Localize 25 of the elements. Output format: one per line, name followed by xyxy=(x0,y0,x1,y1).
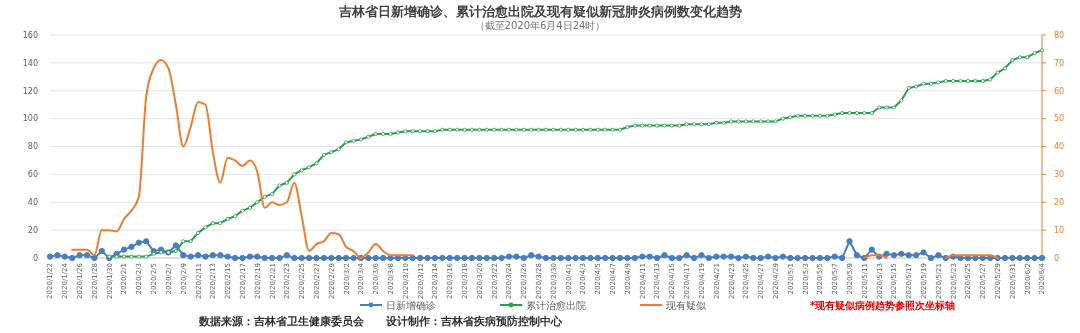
y2-tick-label: 80 xyxy=(1054,30,1065,40)
y-tick-label: 20 xyxy=(27,225,38,235)
y-tick-label: 100 xyxy=(22,114,38,124)
source-note: 数据来源：吉林省卫生健康委员会 设计制作：吉林省疾病预防控制中心 xyxy=(197,315,563,328)
y2-tick-label: 70 xyxy=(1054,58,1065,68)
chart-title: 吉林省日新增确诊、累计治愈出院及现有疑似新冠肺炎病例数变化趋势 xyxy=(337,4,742,19)
y-tick-label: 140 xyxy=(22,58,38,68)
y-tick-label: 40 xyxy=(27,198,38,208)
chart-subtitle: （截至2020年6月4日24时） xyxy=(474,20,606,31)
y-tick-label: 160 xyxy=(22,30,38,40)
legend-label: 日新增确诊 xyxy=(386,299,436,311)
y2-tick-label: 0 xyxy=(1054,253,1060,263)
y2-tick-label: 10 xyxy=(1054,225,1065,235)
text: *现有疑似病例趋势参照次坐标轴 xyxy=(810,299,956,311)
y-tick-label: 60 xyxy=(27,170,38,180)
y-tick-label: 120 xyxy=(22,86,38,96)
y2-tick-label: 20 xyxy=(1054,198,1065,208)
y-tick-label: 80 xyxy=(27,142,38,152)
y-tick-label: 0 xyxy=(32,253,38,263)
legend-label: 累计治愈出院 xyxy=(526,299,586,311)
y2-tick-label: 60 xyxy=(1054,86,1065,96)
legend-label: 现有疑似 xyxy=(666,299,706,311)
y2-tick-label: 50 xyxy=(1054,114,1065,124)
y2-tick-label: 40 xyxy=(1054,142,1065,152)
y2-tick-label: 30 xyxy=(1054,170,1065,180)
